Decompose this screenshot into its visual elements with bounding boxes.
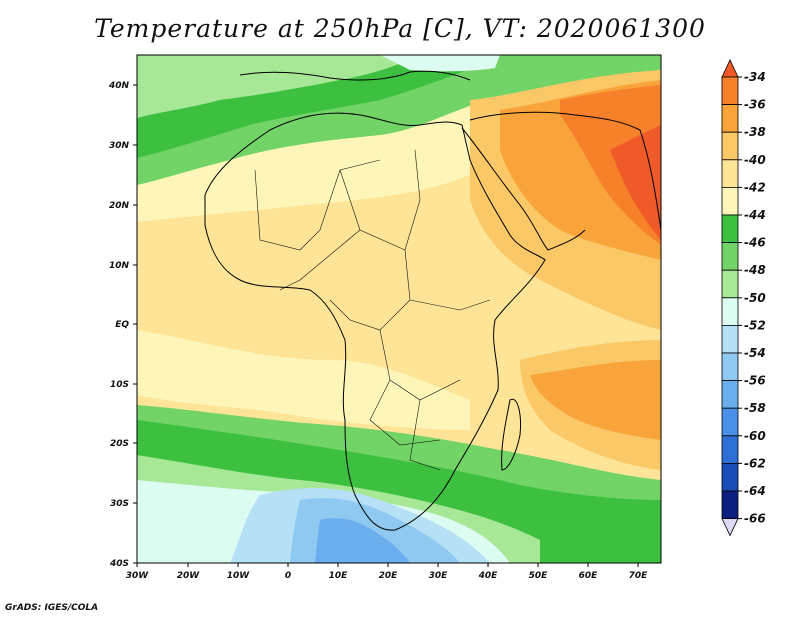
colorbar-swatch: [721, 407, 739, 437]
colorbar-swatch: [721, 380, 739, 409]
colorbar: -34 -36 -38 -40 -42 -44 -46 -48 -50 -52 -54 -56 -58 -…: [721, 59, 766, 537]
y-tick-label: 10S: [110, 380, 129, 390]
y-tick-label: 10N: [109, 261, 130, 271]
colorbar-label: -36: [744, 98, 766, 112]
colorbar-swatch: [721, 352, 739, 382]
colorbar-swatch: [721, 131, 739, 161]
x-tick-label: 20E: [379, 571, 399, 581]
colorbar-swatch: [721, 435, 739, 464]
map-title: Temperature at 250hPa [C], VT: 202006130…: [94, 14, 706, 43]
field-north-50: [137, 55, 420, 118]
colorbar-label: -54: [744, 346, 766, 360]
colorbar-label: -56: [744, 374, 766, 388]
colorbar-swatch: [721, 297, 739, 326]
x-tick-label: 60E: [579, 571, 599, 581]
arabia-coast: [461, 127, 586, 251]
y-axis: 40N 30N 20N 10N EQ 10S 20S 30S 40S: [108, 81, 137, 569]
coastlines: [204, 70, 661, 531]
colorbar-swatch: [721, 214, 739, 244]
colorbar-swatch: [721, 186, 739, 216]
colorbar-label: -38: [744, 125, 766, 139]
asia-coast: [469, 111, 661, 231]
x-tick-label: 30E: [429, 571, 449, 581]
colorbar-label: -40: [744, 153, 766, 167]
colorbar-label: -52: [744, 318, 766, 332]
colorbar-swatch: [721, 76, 739, 106]
colorbar-swatch: [721, 490, 739, 520]
colorbar-swatch: [721, 324, 739, 354]
map-frame: [136, 54, 662, 564]
field-east-36: [560, 85, 661, 245]
x-tick-label: 10E: [329, 571, 349, 581]
europe-coast: [239, 70, 471, 81]
country-borders: [254, 149, 491, 471]
x-tick-label: 20W: [177, 571, 201, 581]
colorbar-swatch: [721, 242, 739, 271]
footer-credit: GrADS: IGES/COLA: [5, 603, 99, 613]
colorbar-swatch: [721, 104, 739, 133]
temperature-field: [137, 55, 661, 563]
y-tick-label: 20S: [110, 439, 129, 449]
colorbar-label: -64: [744, 484, 766, 498]
x-tick-label: 40E: [478, 571, 499, 581]
colorbar-label: -44: [744, 208, 766, 222]
x-tick-label: 30W: [126, 571, 150, 581]
y-tick-label: EQ: [115, 320, 129, 330]
colorbar-swatch: [721, 269, 739, 299]
x-axis: 30W 20W 10W 0 10E 20E 30E 40E 50E 60E 70…: [126, 563, 648, 581]
africa-coast: [204, 112, 546, 531]
y-tick-label: 30S: [110, 499, 129, 509]
x-tick-label: 0: [285, 571, 291, 581]
colorbar-swatch: [721, 462, 739, 492]
colorbar-label: -60: [744, 429, 766, 443]
x-tick-label: 10W: [227, 571, 251, 581]
colorbar-label: -62: [744, 456, 766, 470]
madagascar-coast: [501, 398, 521, 471]
y-tick-label: 20N: [109, 201, 130, 211]
y-tick-label: 40N: [108, 81, 130, 91]
field-east-34: [610, 125, 661, 240]
x-tick-label: 70E: [629, 571, 649, 581]
x-tick-label: 50E: [529, 571, 549, 581]
colorbar-arrow-bottom: [721, 518, 739, 537]
field-se-38: [530, 360, 661, 440]
y-tick-label: 40S: [109, 559, 129, 569]
colorbar-label: -50: [744, 291, 766, 305]
colorbar-label: -66: [744, 512, 766, 526]
colorbar-label: -48: [744, 263, 766, 277]
colorbar-label: -58: [744, 401, 766, 415]
colorbar-label: -34: [744, 70, 766, 84]
field-south-58: [315, 518, 410, 563]
field-band-44-south: [137, 330, 470, 430]
colorbar-label: -46: [744, 236, 766, 250]
colorbar-arrow-top: [721, 59, 739, 78]
colorbar-label: -42: [744, 180, 766, 194]
y-tick-label: 30N: [109, 141, 130, 151]
colorbar-swatch: [721, 159, 739, 188]
field-north-52: [380, 55, 500, 72]
